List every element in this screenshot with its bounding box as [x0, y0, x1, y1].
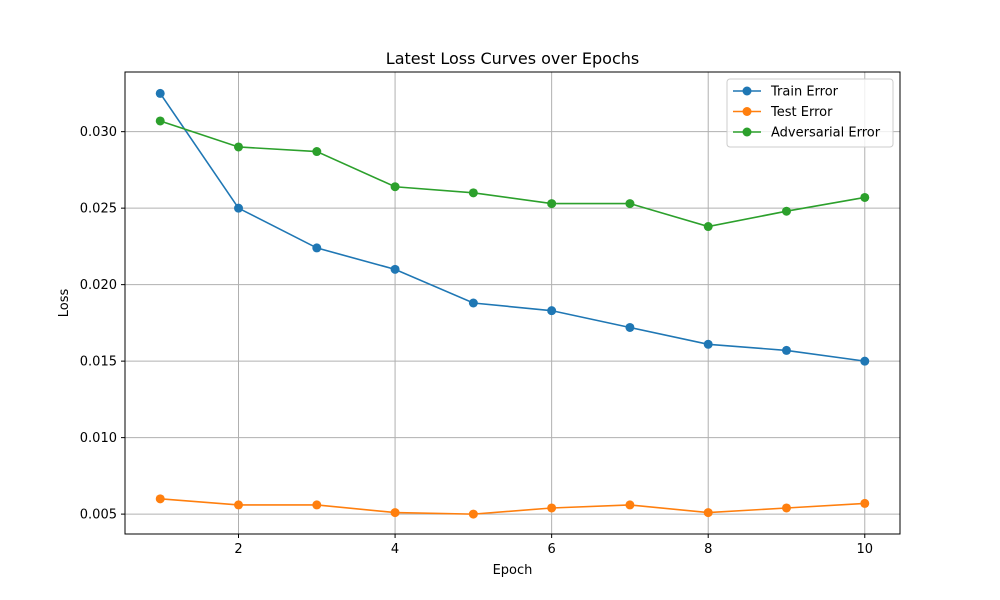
legend-marker	[742, 86, 752, 96]
data-point	[155, 116, 165, 126]
legend-label: Test Error	[770, 105, 833, 120]
y-tick-label: 0.010	[80, 431, 117, 446]
data-point	[234, 500, 244, 510]
data-point	[860, 356, 870, 366]
data-point	[155, 494, 165, 504]
data-point	[860, 498, 870, 508]
y-tick-label: 0.005	[80, 508, 117, 523]
data-point	[155, 88, 165, 98]
legend: Train Error Test Error Adversarial Error	[726, 78, 894, 148]
data-point	[781, 206, 791, 216]
legend-item: Adversarial Error	[733, 126, 881, 141]
series-line	[159, 92, 865, 362]
x-tick-label: 10	[856, 542, 873, 557]
legend-item: Test Error	[733, 105, 833, 120]
data-point	[547, 306, 557, 316]
y-axis-label: Loss	[57, 289, 72, 318]
plot-area	[124, 71, 901, 535]
data-point	[312, 147, 322, 157]
legend-item: Train Error	[733, 85, 839, 100]
series-1	[155, 494, 870, 519]
series-line	[160, 498, 865, 515]
data-point	[625, 199, 635, 209]
x-axis: 2 4 6 8 10	[234, 534, 873, 557]
data-point	[625, 322, 635, 332]
data-point	[547, 503, 557, 513]
data-point	[390, 264, 400, 274]
legend-label: Train Error	[770, 85, 839, 100]
legend-box	[726, 78, 894, 148]
data-point	[390, 508, 400, 518]
data-point	[781, 503, 791, 513]
series-lines	[155, 88, 870, 519]
x-tick-label: 4	[391, 542, 399, 557]
x-tick-label: 2	[234, 542, 242, 557]
data-point	[703, 339, 713, 349]
series-line	[159, 120, 865, 228]
series-0	[155, 88, 870, 366]
data-point	[312, 243, 322, 253]
y-tick-label: 0.020	[80, 278, 117, 293]
legend-marker	[742, 127, 752, 137]
data-point	[781, 345, 791, 355]
y-tick-label: 0.030	[80, 125, 117, 140]
data-point	[703, 508, 713, 518]
data-point	[860, 192, 870, 202]
chart-title: Latest Loss Curves over Epochs	[386, 49, 639, 68]
data-point	[312, 500, 322, 510]
data-point	[547, 199, 557, 209]
series-2	[155, 116, 870, 232]
data-point	[703, 222, 713, 232]
data-point	[234, 142, 244, 152]
data-point	[234, 203, 244, 213]
x-axis-label: Epoch	[493, 563, 533, 578]
x-tick-label: 8	[704, 542, 712, 557]
legend-marker	[742, 107, 752, 116]
data-point	[390, 182, 400, 192]
legend-label: Adversarial Error	[771, 126, 881, 141]
y-tick-label: 0.015	[80, 355, 117, 370]
data-point	[468, 509, 478, 519]
grid	[125, 72, 900, 534]
data-point	[468, 188, 478, 198]
x-tick-label: 6	[548, 542, 556, 557]
data-point	[468, 298, 478, 308]
data-point	[625, 500, 635, 510]
y-axis: 0.005 0.010 0.015 0.020 0.025 0.030	[80, 125, 125, 523]
y-tick-label: 0.025	[80, 202, 117, 217]
